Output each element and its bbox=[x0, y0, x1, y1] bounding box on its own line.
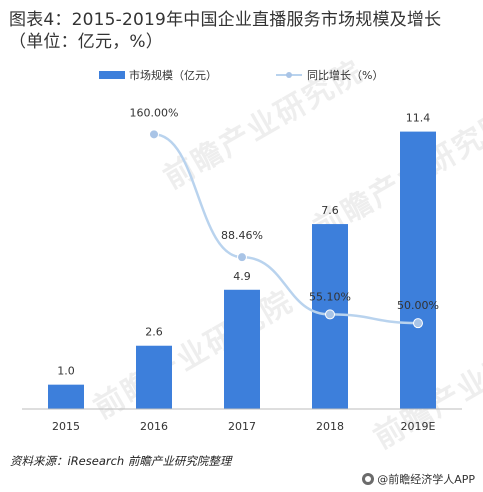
growth-line: 160.00% 88.46% 55.10% 50.00% bbox=[130, 106, 439, 329]
bar-2015 bbox=[48, 384, 84, 409]
x-tick-label: 2018 bbox=[316, 420, 344, 433]
x-tick-labels: 2015 2016 2017 2018 2019E bbox=[52, 420, 436, 433]
legend-line-marker bbox=[286, 72, 292, 78]
bar-value-label: 7.6 bbox=[321, 204, 339, 217]
growth-point-2016 bbox=[149, 129, 159, 140]
growth-point-2018 bbox=[325, 309, 335, 320]
legend-line-label: 同比增长（%） bbox=[307, 68, 383, 82]
bar-2017 bbox=[224, 289, 260, 409]
growth-value-label: 55.10% bbox=[309, 290, 351, 303]
legend-bar-label: 市场规模（亿元） bbox=[129, 68, 217, 82]
chart-title: 图表4：2015-2019年中国企业直播服务市场规模及增长（单位：亿元，%） bbox=[9, 10, 442, 52]
chart: 市场规模（亿元） 同比增长（%） 1.0 2.6 4.9 7.6 11.4 160.00… bbox=[22, 68, 462, 433]
growth-value-label: 88.46% bbox=[221, 229, 263, 242]
bar-value-label: 4.9 bbox=[233, 270, 251, 283]
growth-point-2017 bbox=[237, 252, 247, 263]
bar-value-label: 11.4 bbox=[406, 112, 431, 125]
growth-line-path bbox=[153, 133, 419, 325]
brand: @前瞻经济学人APP bbox=[362, 471, 475, 487]
legend-bar-swatch bbox=[99, 71, 125, 79]
bar-2016 bbox=[136, 345, 172, 409]
bars: 1.0 2.6 4.9 7.6 11.4 bbox=[48, 112, 436, 409]
legend: 市场规模（亿元） 同比增长（%） bbox=[99, 68, 383, 82]
x-tick-label: 2017 bbox=[228, 420, 256, 433]
bar-value-label: 2.6 bbox=[145, 326, 163, 339]
growth-value-label: 50.00% bbox=[397, 299, 439, 312]
x-tick-label: 2019E bbox=[401, 420, 436, 433]
bar-2019E bbox=[400, 131, 436, 409]
growth-point-2019E bbox=[413, 318, 423, 329]
growth-value-label: 160.00% bbox=[130, 106, 179, 119]
x-tick-label: 2015 bbox=[52, 420, 80, 433]
x-tick-label: 2016 bbox=[140, 420, 168, 433]
brand-logo-icon bbox=[362, 473, 375, 485]
source-note: 资料来源：iResearch 前瞻产业研究院整理 bbox=[10, 454, 232, 468]
brand-label: @前瞻经济学人APP bbox=[377, 473, 475, 486]
bar-value-label: 1.0 bbox=[57, 365, 75, 378]
